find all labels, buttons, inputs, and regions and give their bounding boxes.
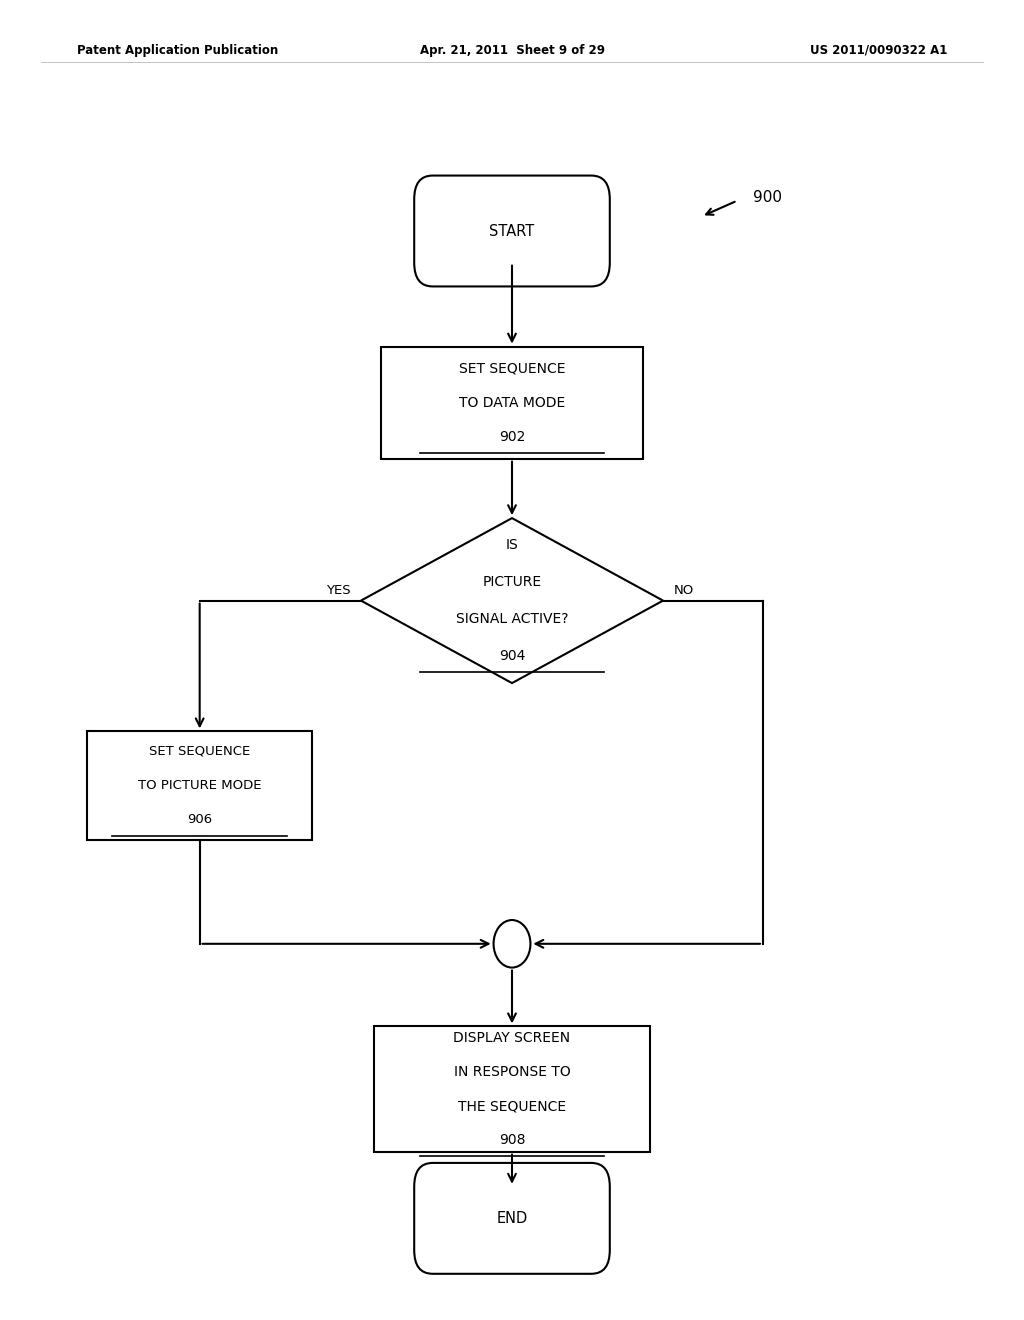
Text: NO: NO xyxy=(674,583,693,597)
Text: DISPLAY SCREEN: DISPLAY SCREEN xyxy=(454,1031,570,1044)
Text: SET SEQUENCE: SET SEQUENCE xyxy=(150,744,250,758)
Text: US 2011/0090322 A1: US 2011/0090322 A1 xyxy=(810,44,947,57)
Text: IN RESPONSE TO: IN RESPONSE TO xyxy=(454,1065,570,1078)
FancyBboxPatch shape xyxy=(414,176,609,286)
Text: TO PICTURE MODE: TO PICTURE MODE xyxy=(138,779,261,792)
Bar xyxy=(374,1027,650,1151)
Circle shape xyxy=(494,920,530,968)
Text: Apr. 21, 2011  Sheet 9 of 29: Apr. 21, 2011 Sheet 9 of 29 xyxy=(420,44,604,57)
Text: 900: 900 xyxy=(753,190,781,206)
Text: 908: 908 xyxy=(499,1134,525,1147)
Polygon shape xyxy=(361,517,664,682)
Text: 902: 902 xyxy=(499,430,525,444)
Text: SIGNAL ACTIVE?: SIGNAL ACTIVE? xyxy=(456,612,568,626)
Text: SET SEQUENCE: SET SEQUENCE xyxy=(459,362,565,375)
Text: THE SEQUENCE: THE SEQUENCE xyxy=(458,1100,566,1113)
Bar xyxy=(381,347,643,459)
Text: START: START xyxy=(489,223,535,239)
Text: PICTURE: PICTURE xyxy=(482,576,542,589)
Text: YES: YES xyxy=(326,583,350,597)
FancyBboxPatch shape xyxy=(414,1163,609,1274)
Text: IS: IS xyxy=(506,539,518,552)
Text: 904: 904 xyxy=(499,649,525,663)
Text: TO DATA MODE: TO DATA MODE xyxy=(459,396,565,409)
Text: END: END xyxy=(497,1210,527,1226)
Text: FIG. 9: FIG. 9 xyxy=(462,1237,562,1266)
Bar xyxy=(87,731,312,840)
Text: 906: 906 xyxy=(187,813,212,826)
Text: Patent Application Publication: Patent Application Publication xyxy=(77,44,279,57)
